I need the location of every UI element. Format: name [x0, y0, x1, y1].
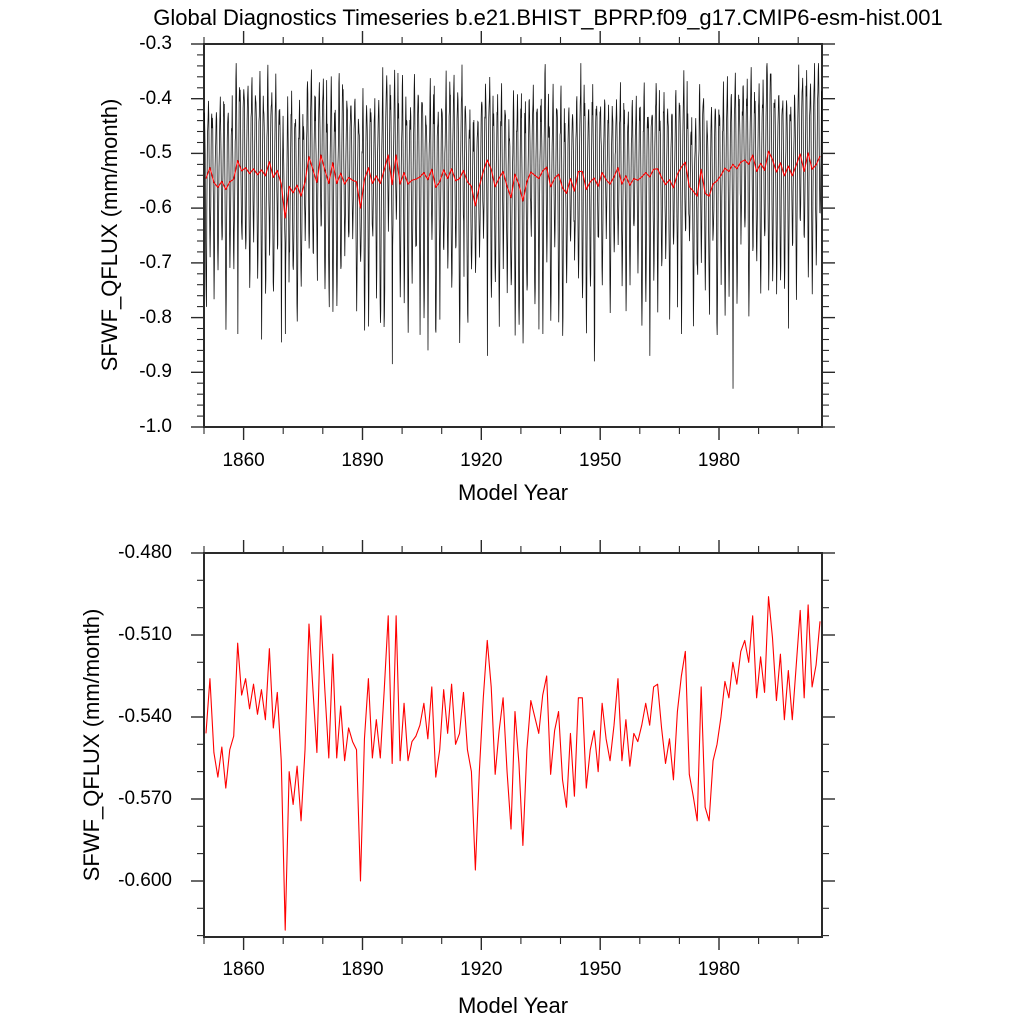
y-tick-label: -0.3 [139, 33, 172, 54]
x-tick-label: 1860 [222, 959, 265, 980]
chart-title: Global Diagnostics Timeseries b.e21.BHIS… [153, 5, 943, 30]
x-tick-label: 1860 [222, 450, 265, 471]
x-tick-label: 1890 [341, 959, 384, 980]
x-tick-label: 1980 [697, 959, 741, 980]
monthly-annual-mean-line [205, 150, 821, 219]
monthly-frame [203, 43, 823, 428]
x-tick-label: 1920 [460, 450, 503, 471]
x-tick-label: 1920 [460, 959, 503, 980]
y-tick-label: -0.480 [118, 542, 172, 563]
annual-annual-mean-line [205, 596, 821, 931]
y-tick-label: -0.9 [139, 361, 172, 383]
monthly-panel-x-axis-title: Model Year [457, 480, 569, 505]
x-tick-label: 1980 [697, 450, 741, 471]
x-tick-label: 1950 [579, 450, 622, 471]
y-tick-label: -0.570 [118, 787, 172, 809]
y-tick-label: -0.4 [139, 87, 172, 109]
y-tick-label: -0.7 [139, 251, 172, 273]
monthly-ticks [191, 31, 835, 440]
y-tick-label: -0.6 [139, 197, 172, 219]
annual-ticks [191, 540, 835, 950]
x-tick-label: 1950 [579, 959, 622, 980]
y-tick-label: -0.8 [139, 306, 172, 328]
monthly-panel [191, 31, 835, 440]
y-tick-label: -0.600 [118, 869, 172, 891]
annual-panel-x-axis-title: Model Year [457, 993, 569, 1018]
annual-frame [203, 552, 823, 938]
y-tick-label: -0.5 [139, 142, 172, 164]
x-tick-label: 1890 [341, 450, 384, 471]
annual-panel-y-axis-title: SFWF_QFLUX (mm/month) [79, 608, 104, 882]
y-tick-label: -1.0 [139, 416, 172, 437]
y-tick-label: -0.510 [118, 623, 172, 645]
monthly-panel-y-axis-title: SFWF_QFLUX (mm/month) [97, 98, 122, 372]
annual-panel [191, 540, 835, 950]
monthly-line [203, 63, 823, 389]
y-tick-label: -0.540 [118, 705, 172, 727]
